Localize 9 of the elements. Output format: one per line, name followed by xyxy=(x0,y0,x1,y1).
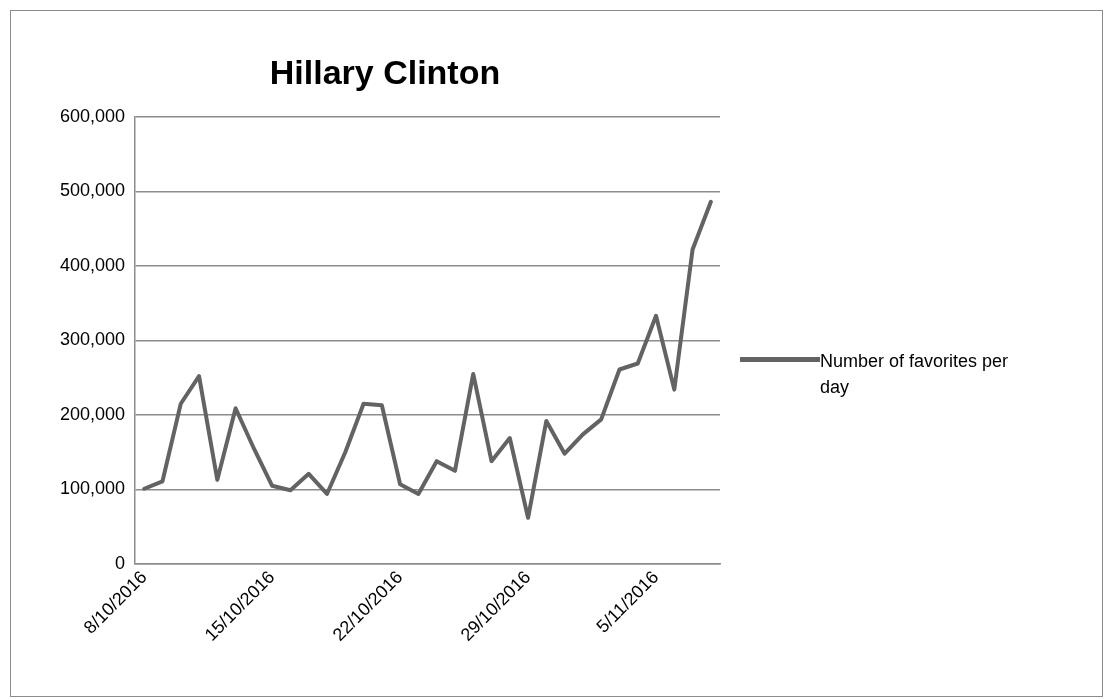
chart-title: Hillary Clinton xyxy=(269,52,501,91)
y-tick-label: 400,000 xyxy=(59,254,126,275)
y-tick-label: 300,000 xyxy=(59,329,126,350)
y-tick-label: 100,000 xyxy=(59,478,126,499)
legend-label: Number of favorites per day xyxy=(820,350,1010,399)
y-tick-label: 600,000 xyxy=(59,105,126,126)
y-tick-label: 0 xyxy=(115,552,126,573)
y-tick-label: 500,000 xyxy=(59,180,126,201)
y-tick-label: 200,000 xyxy=(59,403,126,424)
